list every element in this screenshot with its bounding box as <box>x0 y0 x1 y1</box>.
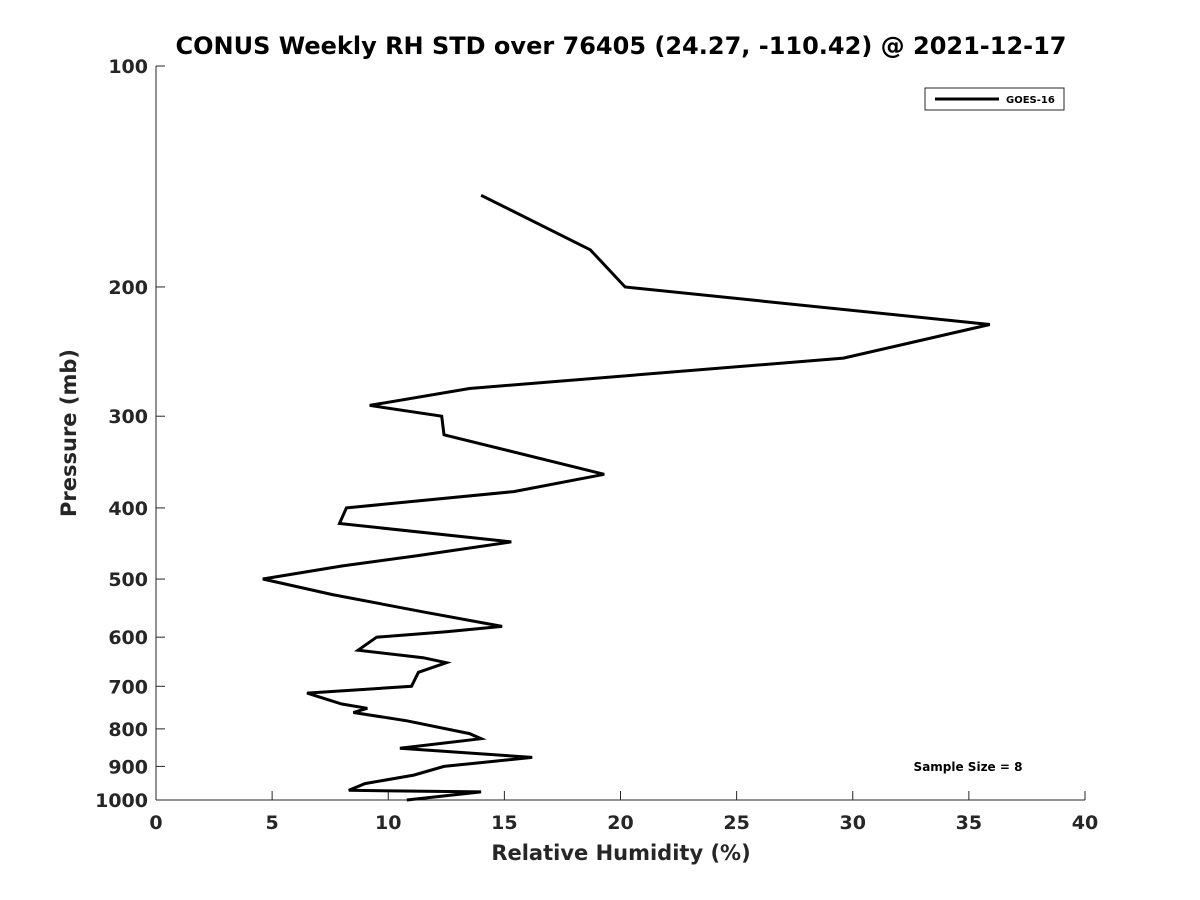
y-axis-ticks: 100 200 300 400 500 600 700 800 900 1000 <box>95 56 165 812</box>
y-tick-label: 400 <box>108 498 148 520</box>
x-tick-label: 10 <box>375 812 401 834</box>
y-tick-label: 200 <box>108 277 148 299</box>
x-tick-label: 5 <box>266 812 279 834</box>
x-axis-label: Relative Humidity (%) <box>491 841 750 865</box>
x-tick-label: 25 <box>723 812 749 834</box>
y-tick-label: 700 <box>108 676 148 698</box>
y-tick-label: 600 <box>108 627 148 649</box>
x-tick-label: 40 <box>1072 812 1098 834</box>
x-tick-label: 35 <box>956 812 982 834</box>
y-axis-label: Pressure (mb) <box>57 349 81 517</box>
legend-entry-label: GOES-16 <box>1006 95 1055 106</box>
y-tick-label: 900 <box>108 756 148 778</box>
series-line-goes16 <box>262 193 991 802</box>
series-layer <box>262 193 991 802</box>
legend: GOES-16 <box>924 87 1065 111</box>
sample-size-annotation: Sample Size = 8 <box>914 760 1023 774</box>
x-tick-label: 20 <box>607 812 633 834</box>
y-tick-label: 1000 <box>95 790 148 812</box>
y-tick-label: 300 <box>108 406 148 428</box>
y-tick-label: 800 <box>108 719 148 741</box>
x-axis-ticks: 0 5 10 15 20 25 30 35 40 <box>149 791 1098 834</box>
y-tick-label: 100 <box>108 56 148 78</box>
y-tick-label: 500 <box>108 569 148 591</box>
x-tick-label: 30 <box>840 812 866 834</box>
x-tick-label: 0 <box>149 812 162 834</box>
chart-title: CONUS Weekly RH STD over 76405 (24.27, -… <box>175 32 1066 60</box>
x-tick-label: 15 <box>491 812 517 834</box>
